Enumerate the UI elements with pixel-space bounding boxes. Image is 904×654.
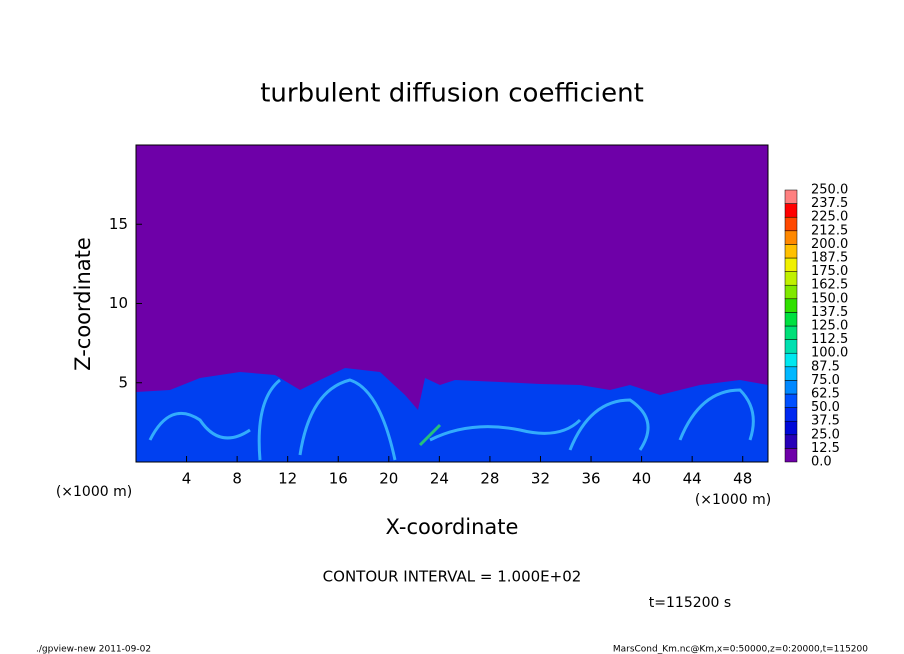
colorbar-label: 50.0 [811, 400, 840, 415]
x-tick-label: 4 [182, 470, 192, 488]
colorbar-box [784, 230, 798, 245]
colorbar-label: 100.0 [811, 346, 848, 361]
x-axis-label: X-coordinate [386, 515, 519, 539]
colorbar-label: 250.0 [811, 183, 848, 198]
x-tick-label: 28 [480, 470, 499, 488]
colorbar-label: 37.5 [811, 414, 840, 429]
chart-title: turbulent diffusion coefficient [260, 79, 644, 109]
colorbar-box [784, 366, 798, 381]
colorbar-box [784, 284, 798, 300]
colorbar-label: 112.5 [811, 332, 848, 347]
colorbar-box [784, 298, 798, 313]
y-tick-label: 15 [109, 215, 128, 233]
x-tick-label: 40 [632, 470, 651, 488]
colorbar-label: 175.0 [811, 264, 848, 279]
colorbar-label: 75.0 [811, 373, 840, 388]
y-unit-label: (×1000 m) [56, 484, 132, 500]
footer-left: ./gpview-new 2011-09-02 [36, 645, 151, 654]
colorbar-box [784, 434, 798, 449]
colorbar-label: 12.5 [811, 441, 840, 456]
x-tick-label: 8 [232, 470, 242, 488]
x-unit-label: (×1000 m) [695, 492, 771, 508]
colorbar-box [784, 420, 798, 436]
colorbar-label: 200.0 [811, 237, 848, 252]
colorbar-box [784, 216, 798, 232]
colorbar-box [784, 257, 798, 272]
x-tick-label: 48 [733, 470, 752, 488]
colorbar-box [784, 339, 798, 354]
y-tick-label: 5 [118, 373, 128, 391]
colorbar-label: 150.0 [811, 291, 848, 306]
colorbar-label: 187.5 [811, 251, 848, 266]
colorbar-box [784, 448, 798, 463]
colorbar-box [784, 244, 798, 259]
footer-right: MarsCond_Km.nc@Km,x=0:50000,z=0:20000,t=… [613, 645, 868, 654]
x-tick-label: 16 [329, 470, 348, 488]
colorbar-box [784, 352, 798, 368]
colorbar-label: 87.5 [811, 359, 840, 374]
x-tick-label: 32 [531, 470, 550, 488]
field-lower-layer [136, 368, 768, 462]
time-label: t=115200 s [649, 595, 731, 611]
colorbar-label: 212.5 [811, 223, 848, 238]
colorbar-box [784, 271, 798, 286]
colorbar-label: 137.5 [811, 305, 848, 320]
colorbar-label: 62.5 [811, 387, 840, 402]
x-tick-label: 24 [430, 470, 449, 488]
colorbar-box [784, 380, 798, 395]
contour-note: CONTOUR INTERVAL = 1.000E+02 [323, 568, 582, 586]
field-swirls [148, 378, 755, 461]
x-tick-label: 12 [278, 470, 297, 488]
colorbar-box [784, 325, 798, 340]
colorbar-label: 25.0 [811, 427, 840, 442]
x-tick-label: 20 [379, 470, 398, 488]
y-axis-label: Z-coordinate [71, 237, 95, 371]
colorbar-box [784, 407, 798, 422]
colorbar-label: 0.0 [811, 455, 832, 470]
colorbar-label: 125.0 [811, 319, 848, 334]
x-tick-label: 36 [581, 470, 600, 488]
colorbar-label: 237.5 [811, 196, 848, 211]
colorbar-label: 225.0 [811, 210, 848, 225]
colorbar-box [784, 312, 798, 327]
colorbar-box [784, 393, 798, 408]
y-tick-label: 10 [109, 294, 128, 312]
colorbar-box [784, 203, 798, 218]
colorbar-box [784, 189, 798, 204]
x-tick-label: 44 [683, 470, 702, 488]
colorbar-label: 162.5 [811, 278, 848, 293]
